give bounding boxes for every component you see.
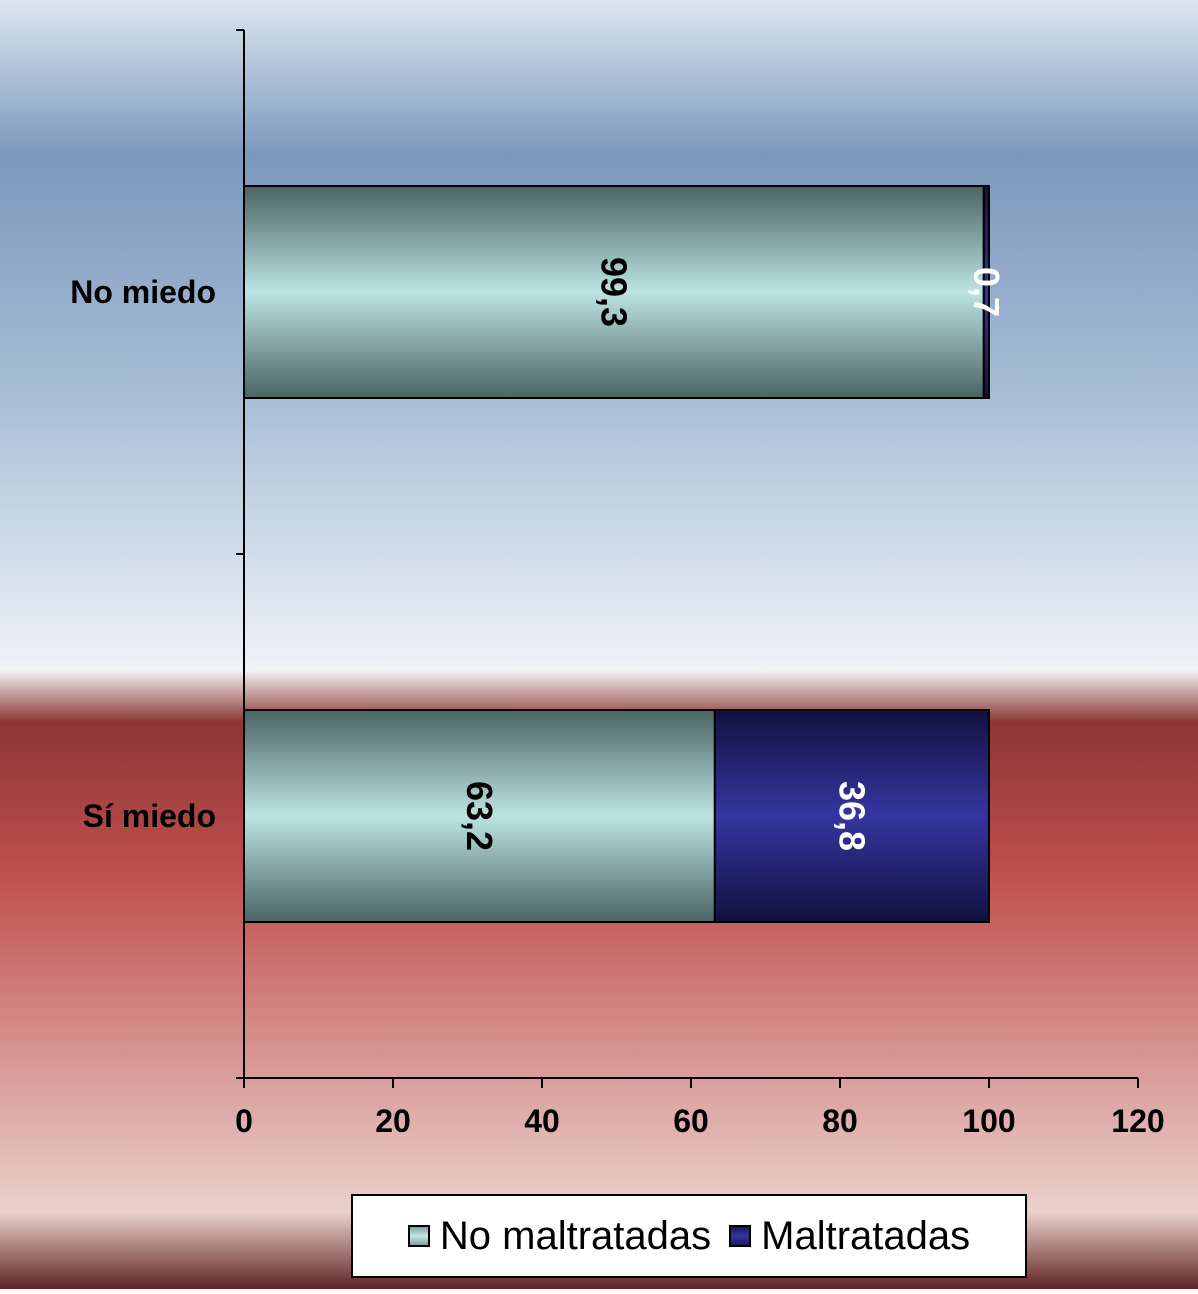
bars-group: 99,3 0,7 63,2 36,8 — [243, 185, 1007, 923]
x-tick-label-0: 0 — [235, 1103, 253, 1139]
x-tick-label-6: 120 — [1111, 1103, 1164, 1139]
legend-item-no-maltratadas: No maltratadas — [407, 1213, 712, 1259]
legend-label-no-maltratadas: No maltratadas — [439, 1213, 712, 1258]
x-tick-label-5: 100 — [962, 1103, 1015, 1139]
data-label-0-0: 99,3 — [593, 257, 634, 327]
data-label-0-1: 0,7 — [966, 267, 1007, 317]
legend: No maltratadas Maltratadas — [351, 1194, 1027, 1278]
bar-0-0 — [243, 185, 985, 399]
legend-swatch-no-maltratadas — [407, 1225, 430, 1247]
data-label-1-1: 36,8 — [831, 781, 872, 851]
axes-group: No miedo Sí miedo 0 20 40 60 80 100 120 — [70, 29, 1165, 1139]
x-tick-label-4: 80 — [822, 1103, 858, 1139]
category-label-0: No miedo — [70, 274, 216, 310]
legend-label-maltratadas: Maltratadas — [761, 1213, 971, 1258]
x-tick-label-1: 20 — [375, 1103, 411, 1139]
bar-1-0 — [243, 709, 716, 923]
x-tick-label-3: 60 — [673, 1103, 709, 1139]
bar-0-1 — [982, 185, 990, 399]
bar-1-1 — [713, 709, 991, 923]
data-label-1-0: 63,2 — [459, 781, 500, 851]
x-tick-label-2: 40 — [524, 1103, 560, 1139]
legend-item-maltratadas: Maltratadas — [729, 1214, 970, 1259]
legend-swatch-maltratadas — [729, 1225, 752, 1247]
category-label-1: Sí miedo — [83, 798, 216, 834]
